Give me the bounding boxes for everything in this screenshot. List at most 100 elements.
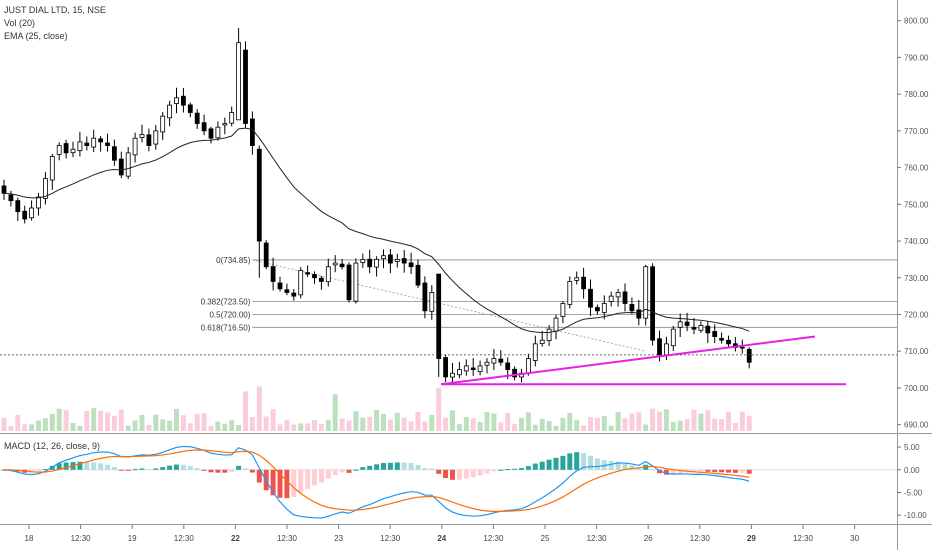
candle-body[interactable] — [381, 255, 386, 260]
candle-body[interactable] — [691, 326, 697, 330]
candle-body[interactable] — [664, 343, 669, 356]
candle-body[interactable] — [677, 321, 683, 328]
candle-body[interactable] — [553, 317, 559, 332]
candle-body[interactable] — [712, 331, 718, 337]
candle-body[interactable] — [291, 292, 297, 297]
candle-body[interactable] — [505, 362, 511, 370]
candle-body[interactable] — [429, 292, 435, 312]
trendlines-layer[interactable] — [0, 335, 897, 386]
candle-body[interactable] — [726, 339, 731, 345]
candle-body[interactable] — [353, 262, 359, 302]
candle-body[interactable] — [201, 122, 207, 132]
candle-body[interactable] — [581, 276, 586, 290]
candle-body[interactable] — [719, 338, 724, 341]
candle-body[interactable] — [657, 338, 662, 356]
candle-body[interactable] — [270, 266, 276, 282]
candle-body[interactable] — [249, 118, 255, 146]
candle-body[interactable] — [608, 295, 614, 302]
candle-body[interactable] — [408, 262, 414, 268]
fib-retracement[interactable]: 0(734.85) 0.382(723.50) 0.5(720.00) 0.618(7… — [201, 256, 897, 352]
candle-body[interactable] — [132, 137, 138, 156]
candle-body[interactable] — [477, 365, 483, 373]
candle-body[interactable] — [629, 304, 635, 312]
candle-body[interactable] — [49, 156, 55, 181]
candle-body[interactable] — [360, 258, 366, 264]
candle-body[interactable] — [588, 288, 593, 308]
candle-body[interactable] — [595, 307, 600, 312]
candle-body[interactable] — [401, 258, 407, 264]
candle-body[interactable] — [1, 185, 7, 194]
candle-body[interactable] — [118, 158, 124, 176]
candle-body[interactable] — [443, 357, 449, 378]
candle-body[interactable] — [615, 292, 621, 298]
candle-body[interactable] — [70, 148, 76, 154]
candle-body[interactable] — [346, 264, 352, 301]
candle-body[interactable] — [56, 145, 62, 155]
candle-body[interactable] — [325, 266, 331, 283]
candle-body[interactable] — [91, 137, 97, 148]
ascending-trendline[interactable] — [440, 335, 816, 386]
candle-body[interactable] — [643, 266, 649, 319]
candle-body[interactable] — [77, 141, 83, 152]
candle-body[interactable] — [146, 134, 152, 146]
candle-body[interactable] — [243, 49, 248, 124]
candle-body[interactable] — [567, 281, 573, 305]
candle-body[interactable] — [284, 289, 290, 293]
candle-body[interactable] — [277, 282, 283, 290]
candle-body[interactable] — [387, 254, 393, 264]
candle-body[interactable] — [498, 358, 504, 363]
candle-body[interactable] — [222, 123, 228, 126]
candle-body[interactable] — [367, 258, 373, 268]
candle-body[interactable] — [560, 303, 566, 318]
candle-body[interactable] — [180, 95, 186, 106]
candle-body[interactable] — [436, 273, 442, 359]
candle-body[interactable] — [698, 325, 704, 331]
candle-body[interactable] — [194, 112, 200, 124]
candle-body[interactable] — [312, 274, 317, 279]
candle-body[interactable] — [153, 130, 159, 145]
candle-body[interactable] — [512, 368, 517, 378]
candle-body[interactable] — [98, 138, 103, 143]
candle-body[interactable] — [84, 142, 90, 146]
candle-body[interactable] — [670, 328, 676, 347]
candle-body[interactable] — [318, 277, 324, 282]
candle-body[interactable] — [215, 126, 221, 139]
candle-body[interactable] — [456, 369, 462, 376]
candle-body[interactable] — [187, 104, 193, 113]
candle-body[interactable] — [139, 134, 145, 138]
candle-body[interactable] — [739, 346, 745, 349]
candle-body[interactable] — [43, 178, 48, 199]
candle-body[interactable] — [263, 242, 269, 268]
candles-layer[interactable] — [1, 28, 752, 385]
candle-body[interactable] — [8, 194, 14, 202]
candle-body[interactable] — [305, 272, 311, 275]
candle-body[interactable] — [636, 309, 642, 319]
candle-body[interactable] — [491, 358, 497, 364]
candle-body[interactable] — [415, 264, 421, 286]
candle-body[interactable] — [705, 325, 711, 334]
candle-body[interactable] — [450, 372, 455, 378]
candle-body[interactable] — [29, 207, 35, 219]
candle-body[interactable] — [229, 112, 235, 124]
candle-body[interactable] — [484, 361, 490, 366]
candle-body[interactable] — [650, 266, 655, 341]
candle-body[interactable] — [746, 348, 752, 363]
macd-pane[interactable] — [0, 445, 897, 519]
candle-body[interactable] — [160, 115, 166, 133]
candle-body[interactable] — [539, 339, 545, 345]
candle-body[interactable] — [526, 358, 531, 374]
candle-body[interactable] — [125, 152, 131, 177]
candle-body[interactable] — [532, 343, 538, 361]
candle-body[interactable] — [470, 367, 476, 370]
candle-body[interactable] — [256, 148, 262, 242]
candle-body[interactable] — [298, 270, 304, 296]
candle-body[interactable] — [546, 328, 552, 342]
candle-body[interactable] — [574, 277, 580, 281]
candle-body[interactable] — [339, 263, 345, 268]
candle-body[interactable] — [36, 196, 41, 209]
candle-body[interactable] — [684, 321, 690, 326]
candle-body[interactable] — [236, 42, 242, 121]
candle-body[interactable] — [208, 128, 214, 139]
